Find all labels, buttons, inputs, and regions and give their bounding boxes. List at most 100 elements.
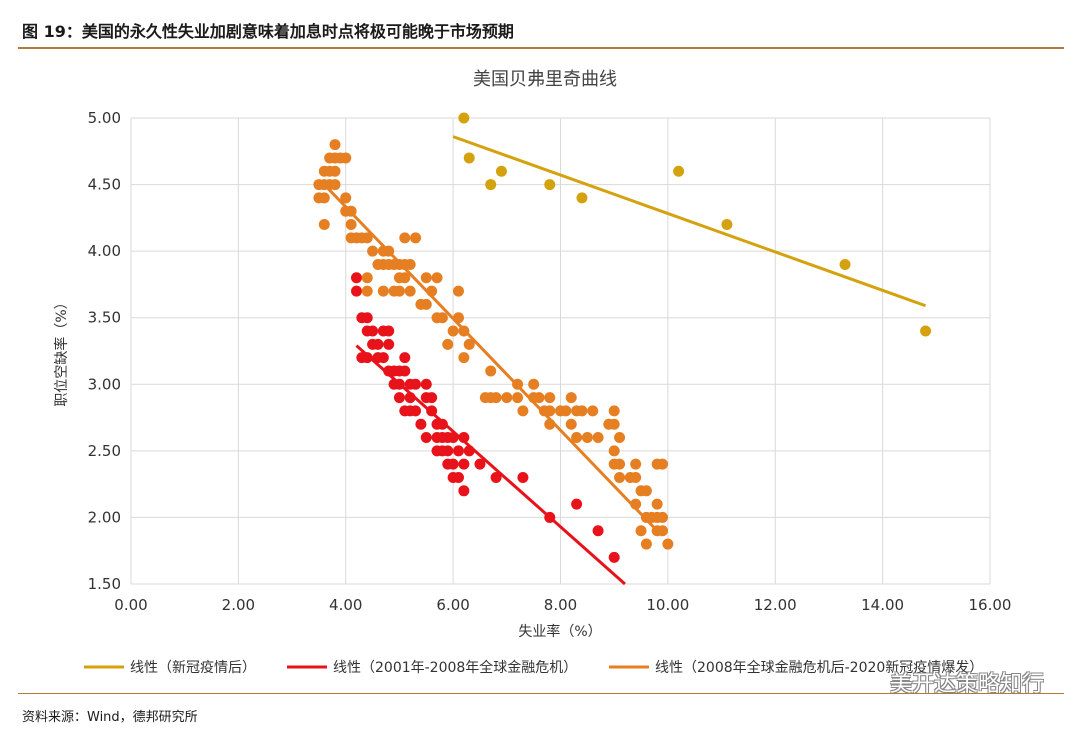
data-point [383,325,395,337]
data-point [372,338,384,350]
data-point [517,405,529,417]
data-point [426,392,438,404]
data-point [640,538,652,550]
data-point [630,471,642,483]
y-axis-label: 职位空缺率（%） [53,295,70,406]
data-point [571,498,583,510]
data-point [635,525,647,537]
y-tick-label: 4.50 [88,176,121,194]
x-tick-label: 8.00 [544,596,577,614]
data-point [361,312,373,324]
data-point [581,432,593,444]
data-point [383,338,395,350]
data-point [565,418,577,430]
data-point [340,192,352,204]
data-point [458,458,470,470]
x-tick-label: 10.00 [646,596,689,614]
data-point [651,498,663,510]
data-point [630,458,642,470]
data-point [458,485,470,497]
data-point [420,272,432,284]
data-point [592,432,604,444]
data-point [447,325,459,337]
data-point [350,272,362,284]
data-point [399,232,411,244]
data-point [367,245,379,257]
y-tick-labels: 1.50 2.00 2.50 3.00 3.50 4.00 4.50 5.00 [88,109,121,593]
data-point [544,405,556,417]
figure-title: 图 19：美国的永久性失业加剧意味着加息时点将极可能晚于市场预期 [22,22,514,41]
data-point [329,179,341,191]
data-point [614,471,626,483]
data-point [544,392,556,404]
data-point [571,432,583,444]
data-point [657,458,669,470]
x-tick-label: 0.00 [114,596,147,614]
data-point [560,405,572,417]
x-tick-label: 14.00 [861,596,904,614]
data-point [442,338,454,350]
data-point [608,445,620,457]
data-point [399,365,411,377]
data-point [458,112,470,124]
data-point [377,285,389,297]
data-point [415,418,427,430]
trend-line [355,344,626,586]
data-point [673,165,685,177]
data-point [608,551,620,563]
y-tick-label: 4.00 [88,242,121,260]
data-point [452,445,464,457]
y-tick-label: 1.50 [88,575,121,593]
data-point [361,285,373,297]
trend-lines [323,135,927,586]
data-point [565,392,577,404]
data-point [920,325,932,337]
data-point [329,139,341,151]
data-point [721,219,733,231]
data-point [517,471,529,483]
data-point [657,525,669,537]
data-point [501,392,513,404]
data-point [393,285,405,297]
data-point [490,471,502,483]
data-point [420,432,432,444]
x-tick-label: 6.00 [436,596,469,614]
data-point [495,165,507,177]
data-point [318,219,330,231]
x-tick-labels: 0.00 2.00 4.00 6.00 8.00 10.00 12.00 14.00 16.00 [114,596,1011,614]
y-tick-label: 2.50 [88,442,121,460]
data-point [377,352,389,364]
data-point [485,365,497,377]
data-point [399,272,411,284]
data-point [393,392,405,404]
data-point [533,392,545,404]
data-point [640,485,652,497]
x-tick-label: 2.00 [222,596,255,614]
data-point [361,232,373,244]
data-point [361,352,373,364]
data-point [340,152,352,164]
y-tick-label: 3.00 [88,375,121,393]
data-point [431,272,443,284]
y-tick-label: 3.50 [88,309,121,327]
trend-line [323,183,659,532]
x-tick-label: 12.00 [754,596,797,614]
data-point [404,258,416,270]
grid-lines [130,117,991,585]
data-point [436,312,448,324]
data-point [410,378,422,390]
data-point [608,405,620,417]
legend-label: 线性（新冠疫情后） [130,660,256,676]
data-point [576,405,588,417]
data-point [410,405,422,417]
data-point [544,179,556,191]
data-point [452,471,464,483]
legend-label: 线性（2001年-2008年全球金融危机） [333,659,577,676]
data-point [399,352,411,364]
data-point [614,458,626,470]
data-point [410,232,422,244]
data-point [839,258,851,270]
data-points [313,112,932,563]
trend-line [452,135,927,308]
